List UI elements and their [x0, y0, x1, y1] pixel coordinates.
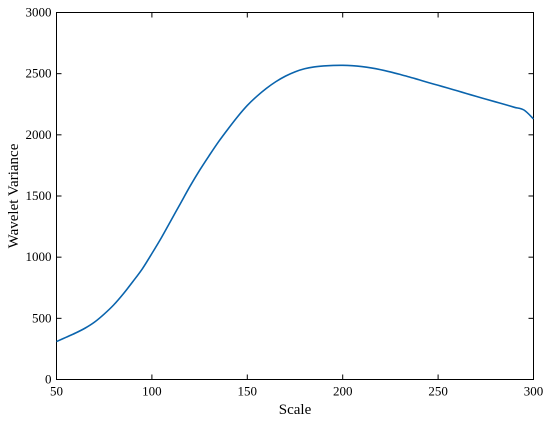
y-tick-label: 0: [45, 372, 52, 387]
x-tick-label: 150: [238, 384, 258, 399]
y-tick-label: 1000: [26, 249, 52, 264]
series-layer: [56, 64, 535, 343]
x-tick-label: 250: [428, 384, 448, 399]
x-axis-label: Scale: [279, 402, 312, 418]
y-tick-label: 1500: [26, 188, 52, 203]
y-tick-label: 500: [32, 310, 52, 325]
y-tick-label: 3000: [26, 5, 52, 20]
x-tick-label: 100: [142, 384, 162, 399]
plot-frame: [56, 12, 534, 380]
x-tick-label: 50: [50, 384, 63, 399]
x-axis-ticks: 50 100 150 200 250 300: [50, 12, 544, 399]
y-tick-label: 2000: [26, 127, 52, 142]
y-tick-label: 2500: [26, 66, 52, 81]
x-tick-label: 200: [333, 384, 353, 399]
x-tick-label: 300: [524, 384, 544, 399]
y-axis-ticks: 0 500 1000 1500 2000 2500 3000: [26, 5, 534, 387]
series-line-0: [56, 64, 535, 343]
y-axis-label: Wavelet Variance: [6, 143, 22, 248]
